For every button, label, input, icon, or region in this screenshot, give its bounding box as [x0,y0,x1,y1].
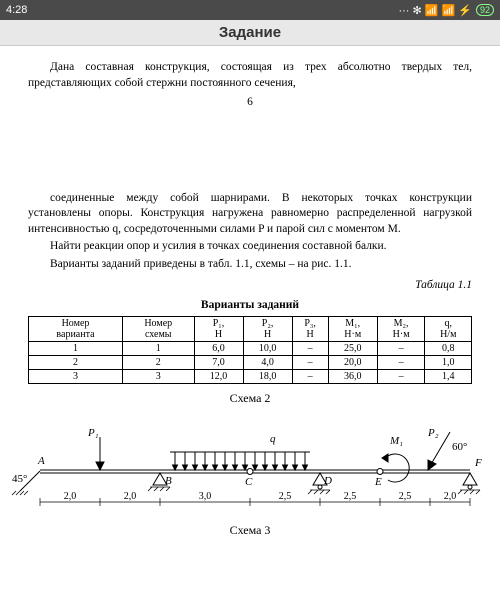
paragraph-1: Дана составная конструкция, состоящая из… [28,60,472,91]
svg-text:2,5: 2,5 [279,491,292,502]
table-title: Варианты заданий [28,298,472,314]
th-variant: Номерварианта [29,317,123,342]
table-cell: 10,0 [243,342,292,356]
th-q: q,Н/м [425,317,472,342]
page-number: 6 [28,95,472,111]
table-cell: 7,0 [194,356,243,370]
table-cell: 25,0 [328,342,377,356]
paragraph-2: соединенные между собой шарнирами. В нек… [28,191,472,238]
angle-45: 45° [12,473,27,485]
pt-A: A [37,455,45,467]
paragraph-3: Найти реакции опор и усилия в точках сое… [28,239,472,255]
table-cell: 20,0 [328,356,377,370]
table-cell: 1 [122,342,194,356]
table-cell: 1,4 [425,370,472,384]
svg-text:2,0: 2,0 [64,491,77,502]
p1-label: P₁ [87,427,99,439]
table-cell: 0,8 [425,342,472,356]
table-cell: – [292,370,328,384]
svg-text:2,0: 2,0 [444,491,457,502]
table-cell: 2 [122,356,194,370]
table-cell: 1,0 [425,356,472,370]
table-cell: 6,0 [194,342,243,356]
svg-text:2,0: 2,0 [124,491,137,502]
table-cell: 1 [29,342,123,356]
status-bar: 4:28 ··· ✻ 📶 📶 ⚡ 92 [0,0,500,20]
table-cell: – [377,342,425,356]
angle-60: 60° [452,441,467,453]
paragraph-4: Варианты заданий приведены в табл. 1.1, … [28,257,472,273]
status-icons: ··· ✻ 📶 📶 ⚡ [398,4,472,17]
scheme-3-label: Схема 3 [0,523,500,538]
status-right: ··· ✻ 📶 📶 ⚡ 92 [398,4,494,17]
table-cell: 3 [122,370,194,384]
svg-text:2,5: 2,5 [399,491,412,502]
table-cell: 4,0 [243,356,292,370]
table-header-row: Номерварианта Номерсхемы P₁,Н P₂,Н P₃,Н … [29,317,472,342]
pt-B: B [165,475,172,487]
table-cell: 3 [29,370,123,384]
table-cell: – [292,356,328,370]
pt-F: F [474,457,482,469]
m1-label: M₁ [389,435,403,447]
pt-D: D [323,475,332,487]
table-row: 116,010,0–25,0–0,8 [29,342,472,356]
table-cell: 36,0 [328,370,377,384]
svg-text:2,5: 2,5 [344,491,357,502]
q-label: q [270,433,276,445]
th-p1: P₁,Н [194,317,243,342]
table-cell: – [377,356,425,370]
pt-E: E [374,476,382,488]
table-caption: Таблица 1.1 [28,278,472,294]
table-cell: 12,0 [194,370,243,384]
th-p2: P₂,Н [243,317,292,342]
table-cell: – [292,342,328,356]
table-cell: 2 [29,356,123,370]
app-title: Задание [0,20,500,46]
table-cell: – [377,370,425,384]
th-m2: M₂,Н·м [377,317,425,342]
th-p3: P₃,Н [292,317,328,342]
document-page: Дана составная конструкция, состоящая из… [0,46,500,422]
variants-table: Номерварианта Номерсхемы P₁,Н P₂,Н P₃,Н … [28,316,472,384]
pt-C: C [245,476,253,488]
status-time: 4:28 [6,4,27,16]
th-m1: M₁,Н·м [328,317,377,342]
th-scheme: Номерсхемы [122,317,194,342]
svg-text:3,0: 3,0 [199,491,212,502]
scheme-3-diagram: 45° A P₁ B q C D E M₁ [0,422,500,517]
battery-icon: 92 [476,4,494,16]
scheme-2-label: Схема 2 [28,390,472,406]
table-row: 3312,018,0–36,0–1,4 [29,370,472,384]
p2-label: P₂ [427,427,439,439]
table-cell: 18,0 [243,370,292,384]
table-row: 227,04,0–20,0–1,0 [29,356,472,370]
